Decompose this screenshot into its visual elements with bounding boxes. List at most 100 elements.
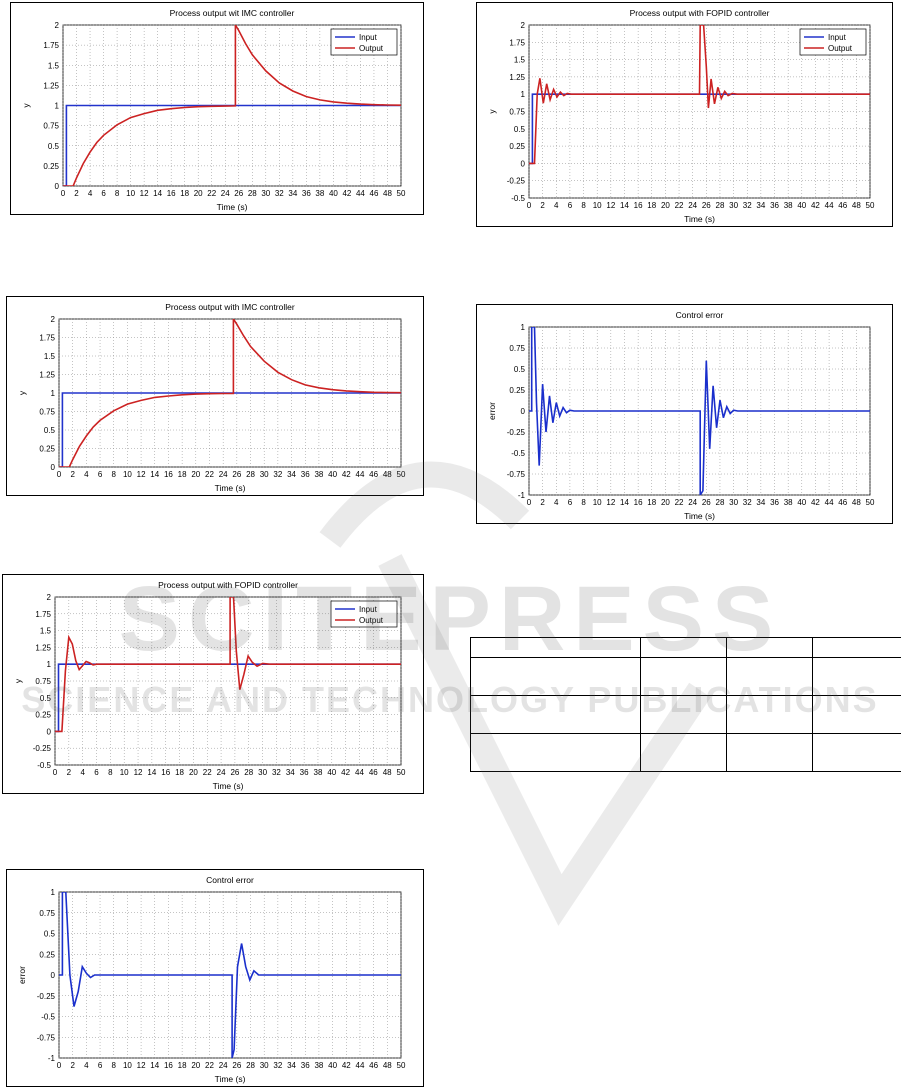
table-row <box>470 657 901 696</box>
y-tick-label: 0 <box>51 971 56 980</box>
y-tick-label: -1 <box>518 491 526 500</box>
x-tick-label: 26 <box>232 1061 241 1070</box>
x-tick-label: 4 <box>80 768 85 777</box>
x-tick-label: 0 <box>57 470 62 479</box>
x-tick-label: 12 <box>606 498 615 507</box>
x-tick-label: 14 <box>150 1061 159 1070</box>
table-header-cell <box>726 637 813 658</box>
x-tick-label: 46 <box>369 470 378 479</box>
x-tick-label: 16 <box>634 201 643 210</box>
x-tick-label: 32 <box>272 768 281 777</box>
x-tick-label: 50 <box>866 498 875 507</box>
x-tick-label: 26 <box>230 768 239 777</box>
x-tick-label: 36 <box>300 768 309 777</box>
y-tick-label: -0.5 <box>511 449 525 458</box>
y-tick-label: 0.5 <box>48 142 60 151</box>
x-tick-label: 26 <box>234 189 243 198</box>
y-axis-label: y <box>487 109 497 114</box>
y-tick-label: -0.25 <box>33 744 52 753</box>
y-tick-label: 1.75 <box>509 38 525 47</box>
legend-box <box>799 28 867 56</box>
x-tick-label: 18 <box>178 470 187 479</box>
x-tick-label: 48 <box>383 1061 392 1070</box>
y-tick-label: -0.25 <box>507 177 526 186</box>
table-cell <box>640 733 727 772</box>
y-tick-label: 0.75 <box>39 909 55 918</box>
x-tick-label: 22 <box>675 201 684 210</box>
y-axis-label: y <box>17 390 27 395</box>
table-cell <box>470 657 641 696</box>
x-tick-label: 0 <box>527 201 532 210</box>
x-tick-label: 12 <box>137 470 146 479</box>
y-tick-label: 2 <box>51 315 56 324</box>
x-tick-label: 32 <box>273 1061 282 1070</box>
x-tick-label: 16 <box>164 1061 173 1070</box>
y-tick-label: 0.75 <box>43 122 59 131</box>
x-tick-label: 28 <box>248 189 257 198</box>
x-tick-label: 2 <box>70 470 75 479</box>
table-cell <box>726 657 813 696</box>
x-tick-label: 36 <box>302 189 311 198</box>
series-line-2 <box>59 319 401 467</box>
y-tick-label: -0.75 <box>37 1033 56 1042</box>
x-tick-label: 28 <box>246 1061 255 1070</box>
x-tick-label: 48 <box>852 201 861 210</box>
x-tick-label: 10 <box>123 470 132 479</box>
x-tick-label: 34 <box>756 498 765 507</box>
y-tick-label: 1.25 <box>35 643 51 652</box>
y-tick-label: 0.75 <box>509 344 525 353</box>
x-tick-label: 38 <box>314 470 323 479</box>
chart-title: Process output with FOPID controller <box>158 580 298 590</box>
x-tick-label: 46 <box>370 189 379 198</box>
x-tick-label: 48 <box>383 189 392 198</box>
results-table <box>470 637 901 772</box>
table-header-cell <box>640 637 727 658</box>
x-tick-label: 16 <box>634 498 643 507</box>
x-tick-label: 32 <box>273 470 282 479</box>
x-tick-label: 50 <box>397 189 406 198</box>
x-tick-label: 10 <box>126 189 135 198</box>
x-tick-label: 34 <box>287 470 296 479</box>
x-tick-label: 18 <box>178 1061 187 1070</box>
y-tick-label: 0.25 <box>35 711 51 720</box>
y-tick-label: 0 <box>521 159 526 168</box>
x-tick-label: 14 <box>153 189 162 198</box>
x-tick-label: 44 <box>356 1061 365 1070</box>
chart-title: Process output with IMC controller <box>165 302 295 312</box>
table-header-cell <box>812 637 901 658</box>
x-tick-label: 26 <box>702 498 711 507</box>
table-header-cell <box>470 637 641 658</box>
x-axis-label: Time (s) <box>215 1074 246 1084</box>
y-tick-label: 1 <box>521 323 526 332</box>
x-tick-label: 20 <box>189 768 198 777</box>
y-tick-label: 1.75 <box>43 41 59 50</box>
x-tick-label: 22 <box>205 470 214 479</box>
x-tick-label: 6 <box>568 201 573 210</box>
legend-label: Output <box>828 44 853 53</box>
x-tick-label: 48 <box>383 768 392 777</box>
x-tick-label: 14 <box>620 201 629 210</box>
y-tick-label: 0 <box>521 407 526 416</box>
x-tick-label: 32 <box>743 201 752 210</box>
x-tick-label: 10 <box>123 1061 132 1070</box>
x-tick-label: 40 <box>797 201 806 210</box>
x-tick-label: 20 <box>661 201 670 210</box>
x-tick-label: 22 <box>207 189 216 198</box>
legend-box <box>330 600 398 628</box>
x-tick-label: 42 <box>341 768 350 777</box>
x-tick-label: 16 <box>164 470 173 479</box>
y-tick-label: 1 <box>51 389 56 398</box>
x-tick-label: 50 <box>866 201 875 210</box>
y-tick-label: 0.25 <box>509 386 525 395</box>
legend-label: Input <box>359 33 378 42</box>
y-tick-label: 0.75 <box>509 108 525 117</box>
x-tick-label: 8 <box>111 470 116 479</box>
table-cell <box>726 695 813 734</box>
y-tick-label: -0.25 <box>507 428 526 437</box>
y-tick-label: 1.5 <box>48 61 60 70</box>
y-tick-label: 1 <box>51 888 56 897</box>
table-row <box>470 695 901 734</box>
y-tick-label: 1.75 <box>35 610 51 619</box>
x-tick-label: 18 <box>647 201 656 210</box>
y-tick-label: 2 <box>47 593 52 602</box>
